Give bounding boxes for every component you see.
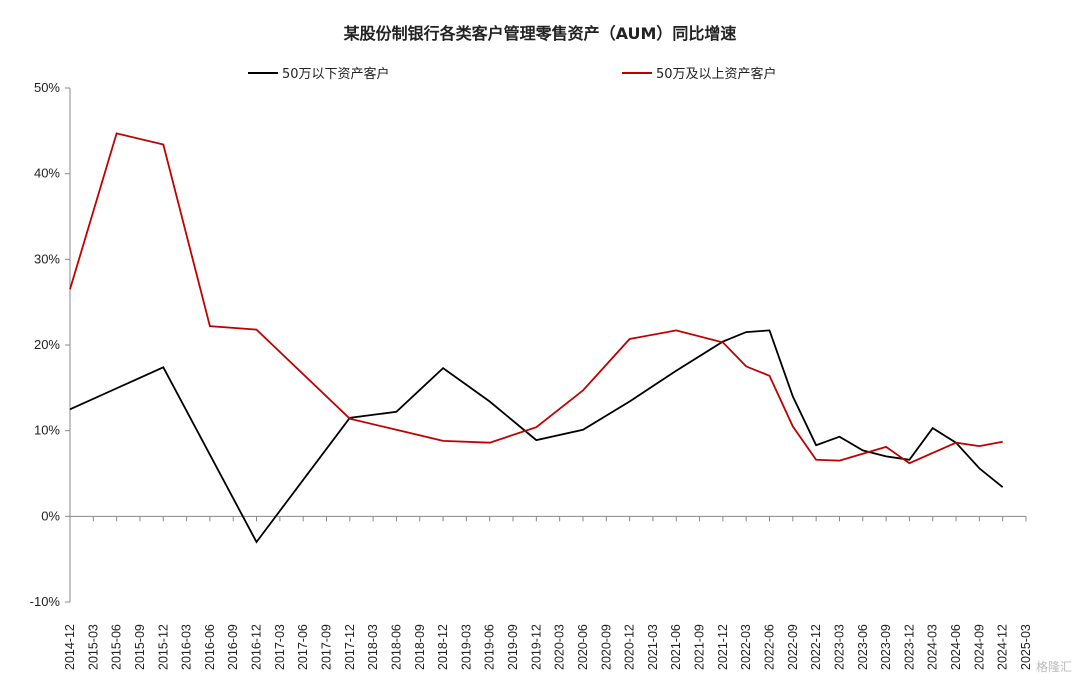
legend-item-above-500k: 50万及以上资产客户 <box>622 63 777 82</box>
x-tick-label: 2023-06 <box>856 624 870 670</box>
x-tick-label: 2022-09 <box>786 624 800 670</box>
x-tick-label: 2019-03 <box>459 624 473 670</box>
x-tick-label: 2018-12 <box>436 624 450 670</box>
x-tick-label: 2024-03 <box>926 624 940 670</box>
x-tick-label: 2017-06 <box>296 624 310 670</box>
watermark-logo: 格隆汇 <box>1035 660 1072 674</box>
x-tick-label: 2023-12 <box>902 624 916 670</box>
x-tick-label: 2015-09 <box>133 624 147 670</box>
x-tick-label: 2015-06 <box>110 624 124 670</box>
x-tick-label: 2021-09 <box>693 624 707 670</box>
y-tick-label: 10% <box>34 423 60 438</box>
x-tick-label: 2021-06 <box>669 624 683 670</box>
x-tick-label: 2016-09 <box>226 624 240 670</box>
y-tick-label: 20% <box>34 337 60 352</box>
x-tick-label: 2019-06 <box>483 624 497 670</box>
x-tick-label: 2014-12 <box>63 624 77 670</box>
x-tick-label: 2021-12 <box>716 624 730 670</box>
x-tick-label: 2020-06 <box>576 624 590 670</box>
x-tick-label: 2019-12 <box>529 624 543 670</box>
x-tick-label: 2018-03 <box>366 624 380 670</box>
x-tick-label: 2018-09 <box>413 624 427 670</box>
x-tick-label: 2020-12 <box>623 624 637 670</box>
x-tick-label: 2017-03 <box>273 624 287 670</box>
x-tick-label: 2024-12 <box>996 624 1010 670</box>
y-tick-label: 40% <box>34 166 60 181</box>
chart-title: 某股份制银行各类客户管理零售资产（AUM）同比增速 <box>343 24 737 43</box>
x-tick-label: 2020-09 <box>599 624 613 670</box>
x-tick-label: 2022-12 <box>809 624 823 670</box>
x-tick-label: 2016-03 <box>180 624 194 670</box>
y-tick-label: -10% <box>30 594 61 609</box>
legend-swatch-red <box>622 71 652 74</box>
x-tick-label: 2018-06 <box>389 624 403 670</box>
series-line-1 <box>69 132 1003 465</box>
x-tick-label: 2023-09 <box>879 624 893 670</box>
x-tick-label: 2017-09 <box>319 624 333 670</box>
legend-label-above-500k: 50万及以上资产客户 <box>656 67 777 82</box>
x-tick-label: 2021-03 <box>646 624 660 670</box>
x-tick-label: 2024-09 <box>972 624 986 670</box>
x-tick-label: 2016-06 <box>203 624 217 670</box>
x-tick-label: 2020-03 <box>553 624 567 670</box>
x-tick-label: 2015-12 <box>156 624 170 670</box>
x-tick-label: 2017-12 <box>343 624 357 670</box>
x-tick-label: 2022-06 <box>763 624 777 670</box>
x-tick-label: 2022-03 <box>739 624 753 670</box>
legend-label-below-500k: 50万以下资产客户 <box>282 67 390 82</box>
x-tick-label: 2023-03 <box>832 624 846 670</box>
legend-item-below-500k: 50万以下资产客户 <box>248 63 390 82</box>
y-tick-label: 0% <box>41 508 60 523</box>
x-tick-label: 2016-12 <box>250 624 264 670</box>
x-tick-label: 2015-03 <box>86 624 100 670</box>
x-tick-label: 2025-03 <box>1019 624 1033 670</box>
series-line-0 <box>69 329 1004 544</box>
x-tick-label: 2019-09 <box>506 624 520 670</box>
x-tick-label: 2024-06 <box>949 624 963 670</box>
y-tick-label: 30% <box>34 251 60 266</box>
y-tick-label: 50% <box>34 80 60 95</box>
legend-swatch-black <box>248 71 278 74</box>
